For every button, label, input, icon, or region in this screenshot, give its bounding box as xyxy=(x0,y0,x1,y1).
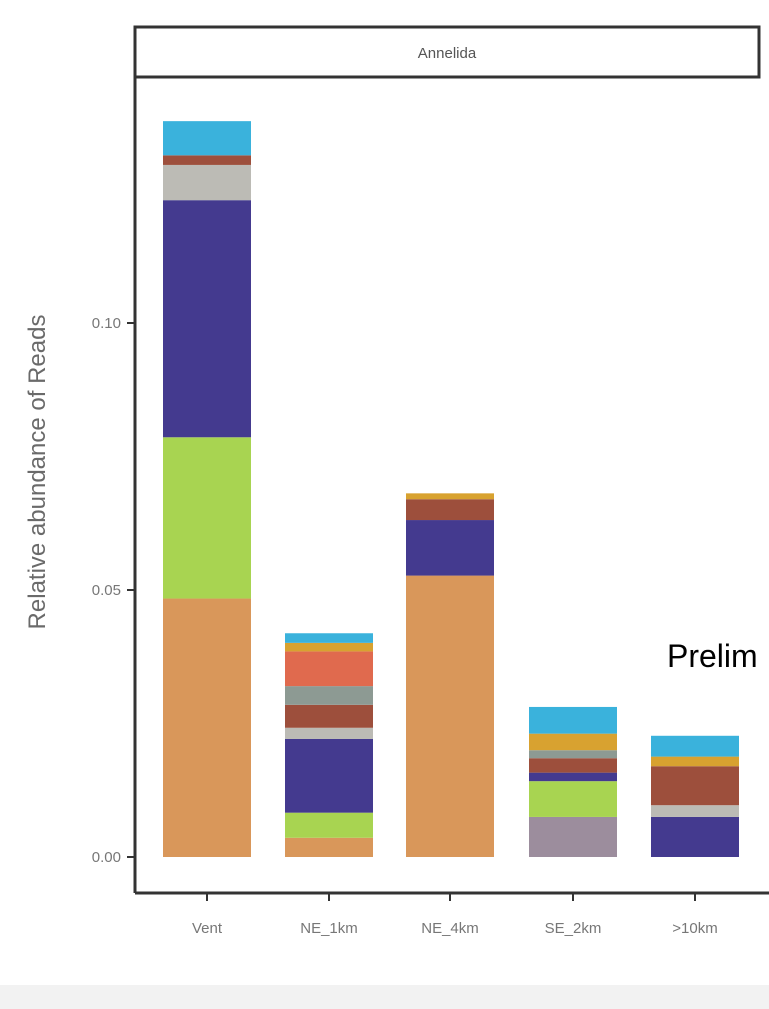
bar-segment xyxy=(285,727,373,739)
bar-segment xyxy=(285,686,373,705)
bar-segment xyxy=(406,520,494,576)
bar-segment xyxy=(285,704,373,728)
bar-segment xyxy=(285,651,373,687)
bar-segment xyxy=(529,706,617,734)
bar-segment xyxy=(651,766,739,806)
bar-segment xyxy=(285,738,373,813)
bar-segment xyxy=(406,499,494,521)
bar-segment xyxy=(163,155,251,165)
facet-strip-label: Annelida xyxy=(418,45,477,62)
bar-segment xyxy=(285,837,373,857)
bars-group xyxy=(163,121,739,857)
x-tick-label: SE_2km xyxy=(545,920,602,937)
bar-segment xyxy=(651,756,739,767)
bar-segment xyxy=(285,633,373,643)
bar-segment xyxy=(529,816,617,857)
bar-segment xyxy=(285,642,373,652)
bar-segment xyxy=(529,733,617,751)
bar-segment xyxy=(529,758,617,773)
facet-strip xyxy=(133,25,761,79)
bar-segment xyxy=(285,812,373,838)
bar-segment xyxy=(163,121,251,156)
bar-segment xyxy=(529,750,617,759)
y-axis-title: Relative abundance of Reads xyxy=(24,315,51,630)
bar-segment xyxy=(406,493,494,500)
bar-segment xyxy=(163,164,251,201)
x-ticks-group: Vent NE_1km NE_4km SE_2km >10km xyxy=(192,893,718,937)
bar-segment xyxy=(651,735,739,757)
overlay-text: Prelim xyxy=(667,638,758,674)
bar-segment xyxy=(163,598,251,857)
y-tick-label: 0.05 xyxy=(92,582,121,599)
bar-segment xyxy=(163,437,251,599)
bar-segment xyxy=(163,200,251,438)
x-tick-label: >10km xyxy=(672,920,717,937)
bar-segment xyxy=(529,781,617,817)
bar-segment xyxy=(406,575,494,857)
y-tick-label: 0.00 xyxy=(92,849,121,866)
x-tick-label: NE_4km xyxy=(421,920,479,937)
x-tick-label: NE_1km xyxy=(300,920,358,937)
y-tick-label: 0.10 xyxy=(92,315,121,332)
bar-segment xyxy=(651,816,739,857)
footer-band xyxy=(0,985,769,1009)
bar-segment xyxy=(651,805,739,817)
x-tick-label: Vent xyxy=(192,920,223,937)
bar-segment xyxy=(529,772,617,782)
y-ticks-group: 0.00 0.05 0.10 xyxy=(92,315,135,866)
